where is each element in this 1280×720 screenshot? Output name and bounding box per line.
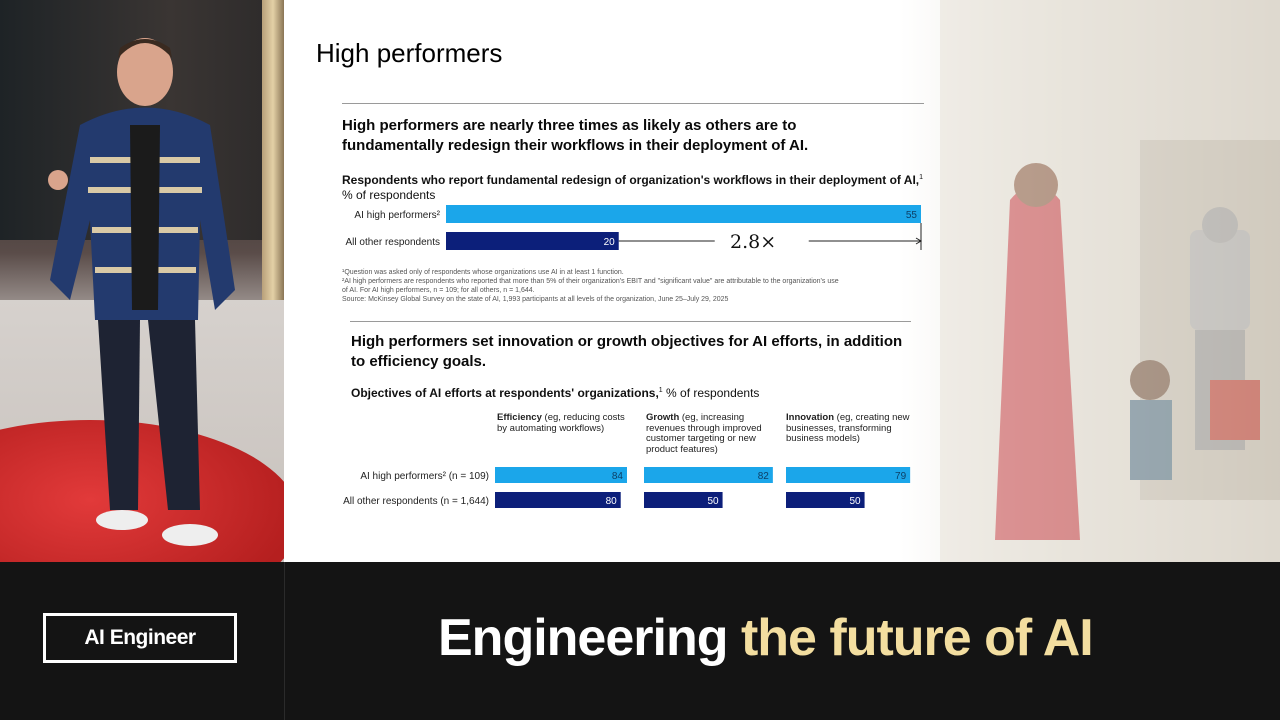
retro-robot-illustration	[940, 0, 1280, 562]
stage-video	[0, 0, 284, 562]
tagline-white: Engineering	[438, 609, 728, 667]
row-label-0: AI high performers² (n = 109)	[360, 471, 489, 482]
column-efficiency: Efficiency (eg, reducing costs by automa…	[497, 412, 632, 434]
bar-value-growth-0: 82	[758, 471, 770, 482]
bar-label-1: All other respondents	[345, 237, 440, 248]
section2-subtitle: Objectives of AI efforts at respondents'…	[351, 383, 911, 401]
workflow-redesign-bar-chart: 55 AI high performers² 20 All other respond…	[345, 205, 922, 250]
footnote-1: ¹Question was asked only of respondents …	[342, 269, 624, 276]
bar-innovation-1	[786, 492, 865, 508]
section2-heading: High performers set innovation or growth…	[351, 333, 903, 370]
column-efficiency-name: Efficiency	[497, 412, 542, 423]
footnote-2: ²AI high performers are respondents who …	[342, 278, 839, 285]
bar-label-0: AI high performers²	[354, 210, 440, 221]
footnotes: ¹Question was asked only of respondents …	[342, 268, 922, 304]
bar-efficiency-0	[495, 467, 627, 483]
column-innovation: Innovation (eg, creating new businesses,…	[786, 412, 911, 445]
speaker-figure	[48, 38, 235, 546]
column-innovation-name: Innovation	[786, 412, 835, 423]
branding-divider	[284, 562, 285, 720]
bar-value-efficiency-0: 84	[612, 471, 624, 482]
footnote-2-cont: of AI. For AI high performers, n = 109; …	[342, 287, 535, 294]
tagline-yellow: the future of AI	[740, 609, 1094, 667]
footnote-source: Source: McKinsey Global Survey on the st…	[342, 296, 729, 303]
bar-efficiency-1	[495, 492, 621, 508]
bar-high-performers	[446, 205, 921, 223]
bar-value-1: 20	[604, 237, 616, 248]
middle-rule	[350, 321, 911, 322]
column-growth: Growth (eg, increasing revenues through …	[646, 412, 771, 455]
section2-subtitle-sup: 1	[658, 387, 663, 394]
bar-growth-1	[644, 492, 723, 508]
bar-all-others	[446, 232, 619, 250]
bar-value-growth-1: 50	[707, 496, 719, 507]
section1-subtitle-bold: Respondents who report fundamental redes…	[342, 173, 920, 187]
bar-value-efficiency-1: 80	[606, 496, 618, 507]
bar-value-0: 55	[906, 210, 918, 221]
ai-objectives-bar-chart: AI high performers² (n = 109) All other r…	[343, 467, 911, 508]
top-rule	[342, 103, 924, 104]
section1-subtitle-rest: % of respondents	[342, 188, 436, 202]
branding-bar: AI Engineer Engineering the future of AI	[0, 562, 1280, 720]
column-innovation-desc: (eg, creating new businesses, transformi…	[786, 412, 910, 444]
section2-subtitle-bold: Objectives of AI efforts at respondents'…	[351, 386, 659, 400]
column-efficiency-desc: (eg, reducing costs by automating workfl…	[497, 412, 625, 434]
tagline: Engineering the future of AI	[438, 608, 1094, 668]
bar-growth-0	[644, 467, 773, 483]
column-growth-desc: (eg, increasing revenues through improve…	[646, 412, 762, 455]
section1-heading: High performers are nearly three times a…	[342, 117, 809, 154]
ai-engineer-logo: AI Engineer	[43, 613, 237, 663]
row-label-1: All other respondents (n = 1,644)	[343, 496, 489, 507]
stage-pillar	[262, 0, 284, 330]
bar-innovation-0	[786, 467, 911, 483]
section1-subtitle-sup: 1	[919, 174, 924, 181]
bar-value-innovation-0: 79	[895, 471, 907, 482]
section2-subtitle-rest: % of respondents	[662, 386, 760, 400]
bar-value-innovation-1: 50	[849, 496, 861, 507]
presentation-slide: High performers High performers are near…	[284, 0, 1280, 562]
section1-subtitle: Respondents who report fundamental redes…	[342, 170, 942, 203]
column-growth-name: Growth	[646, 412, 680, 423]
multiplier-annotation: 2.8×	[730, 231, 777, 253]
multiplier-arrowhead	[915, 237, 922, 245]
slide-title: High performers	[316, 38, 503, 68]
